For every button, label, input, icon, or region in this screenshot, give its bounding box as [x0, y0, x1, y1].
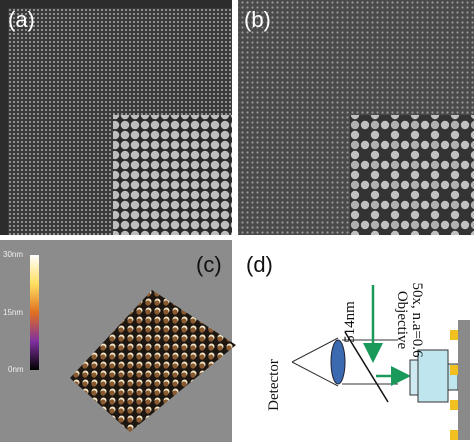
- panel-label: (c): [196, 252, 222, 277]
- sample-particle: [450, 365, 458, 375]
- inset-a: [113, 115, 232, 235]
- panel-label: (b): [244, 7, 271, 32]
- colorbar-label: 15nm: [3, 308, 23, 317]
- panel-label: (a): [8, 7, 35, 32]
- colorbar: [30, 255, 39, 370]
- sample-particle: [450, 430, 458, 440]
- panel-label: (d): [246, 252, 273, 277]
- colorbar-label: 30nm: [3, 250, 23, 259]
- sample-particle: [450, 400, 458, 410]
- detector-ray: [291, 361, 339, 387]
- inset-b: [350, 115, 474, 235]
- colorbar-label: 0nm: [8, 365, 24, 374]
- afm-surface: [70, 290, 236, 432]
- objective-label: Objective: [394, 291, 410, 350]
- detector-ray: [291, 337, 339, 363]
- lens: [330, 339, 346, 385]
- objective-mount: [409, 359, 419, 396]
- wavelength-label: 514nm: [342, 301, 358, 343]
- objective-spec: 50x, n.a=0.6: [409, 282, 425, 358]
- detector-label: Detector: [266, 359, 282, 411]
- beam-splitter: [344, 331, 389, 403]
- sample-substrate: [458, 320, 470, 440]
- objective-body: [417, 349, 449, 403]
- sample-particle: [450, 330, 458, 340]
